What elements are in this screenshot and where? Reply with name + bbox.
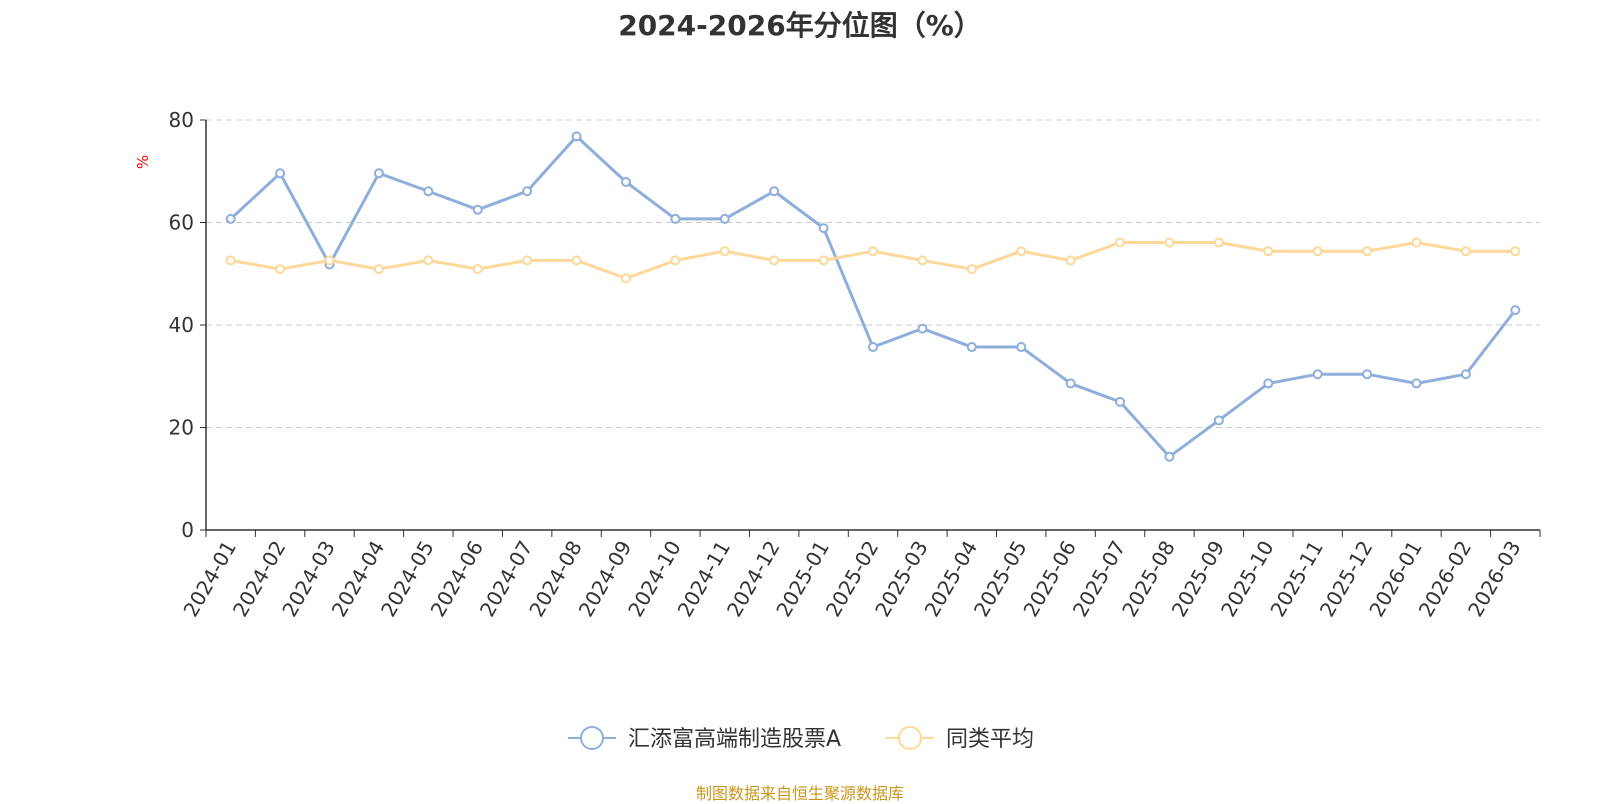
data-point (1016, 342, 1027, 353)
data-point (1065, 255, 1076, 266)
grid-lines (206, 119, 1540, 428)
data-point (1510, 246, 1521, 257)
data-point (1510, 305, 1521, 316)
data-point (966, 264, 977, 275)
data-point (324, 255, 335, 266)
data-point (769, 255, 780, 266)
data-point (719, 246, 730, 257)
y-tick-label: 0 (181, 518, 194, 542)
y-tick-label: 20 (169, 416, 194, 440)
data-point (1115, 237, 1126, 248)
data-point (868, 342, 878, 353)
data-point (472, 264, 483, 275)
data-point (868, 246, 878, 257)
data-point (1115, 396, 1126, 407)
data-point (1312, 246, 1323, 257)
data-point (373, 264, 384, 275)
y-tick-label: 80 (169, 108, 194, 132)
data-point (1362, 246, 1373, 257)
data-point (423, 255, 434, 266)
data-point (1460, 369, 1471, 380)
data-point (225, 213, 236, 224)
data-point (522, 255, 533, 266)
data-point (917, 323, 928, 334)
data-point (275, 264, 286, 275)
data-point (1460, 246, 1471, 257)
data-point (966, 342, 977, 353)
chart-title: 2024-2026年分位图（%） (618, 9, 982, 42)
legend-item-0[interactable]: 汇添富高端制造股票A (568, 726, 841, 752)
data-point (719, 213, 730, 224)
data-point (620, 273, 631, 284)
data-point (472, 204, 483, 215)
data-point (670, 213, 681, 224)
data-point (275, 168, 286, 179)
y-tick-label: 60 (169, 211, 194, 235)
legend-item-1[interactable]: 同类平均 (886, 726, 1034, 752)
data-point (225, 255, 236, 266)
legend-label: 同类平均 (946, 727, 1034, 752)
data-point (1016, 246, 1027, 257)
data-point (1263, 378, 1274, 389)
data-point (1164, 451, 1175, 462)
data-point (1213, 415, 1224, 426)
y-tick-label: 40 (169, 313, 194, 337)
y-axis-unit: % (134, 155, 152, 169)
legend-marker (898, 726, 922, 750)
series (225, 131, 1521, 462)
data-source-note: 制图数据来自恒生聚源数据库 (695, 784, 904, 803)
data-point (373, 168, 384, 179)
data-point (917, 255, 928, 266)
data-point (769, 186, 780, 197)
data-point (1164, 237, 1175, 248)
data-point (1312, 369, 1323, 380)
data-point (423, 186, 434, 197)
data-point (1213, 237, 1224, 248)
data-point (571, 255, 582, 266)
data-point (1065, 378, 1076, 389)
data-point (1411, 237, 1422, 248)
series-line-0 (229, 134, 1517, 459)
data-point (522, 186, 533, 197)
legend-label: 汇添富高端制造股票A (628, 727, 841, 752)
data-point (818, 255, 829, 266)
data-point (620, 177, 631, 188)
legend-marker (580, 726, 604, 750)
data-point (1362, 369, 1373, 380)
data-point (1411, 378, 1422, 389)
legend: 汇添富高端制造股票A 同类平均 (568, 726, 1034, 752)
data-point (571, 131, 582, 142)
data-point (670, 255, 681, 266)
data-point (818, 223, 829, 234)
data-point (1263, 246, 1274, 257)
